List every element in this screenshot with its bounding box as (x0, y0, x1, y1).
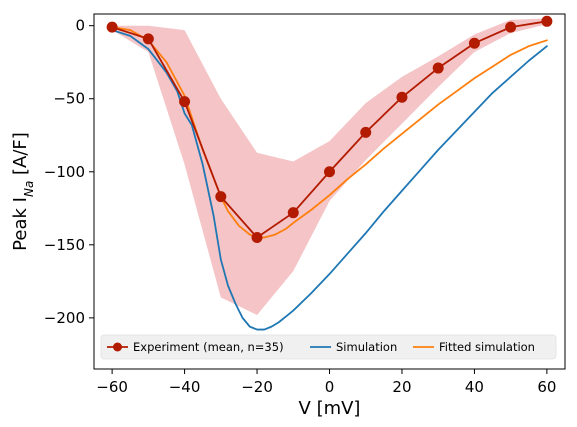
legend-marker (113, 342, 122, 352)
legend-label: Fitted simulation (439, 340, 535, 354)
legend-label: Experiment (mean, n=35) (133, 340, 284, 354)
y-tick-label: −50 (53, 90, 85, 108)
x-tick-label: 0 (325, 378, 335, 396)
data-point (106, 21, 118, 33)
legend-entry-experiment-mean-n-35: Experiment (mean, n=35) (107, 340, 284, 354)
y-tick-label: 0 (75, 17, 85, 35)
data-point (468, 37, 480, 49)
y-axis-label-unit: [A/F] (10, 132, 31, 181)
legend-entry-simulation: Simulation (310, 340, 397, 354)
x-tick-label: −60 (96, 378, 128, 396)
data-point (142, 33, 154, 45)
y-tick-label: −150 (44, 236, 85, 254)
legend-label: Simulation (336, 340, 397, 354)
data-point (432, 62, 444, 74)
y-tick-label: −100 (44, 163, 85, 181)
x-axis-label: V [mV] (299, 398, 361, 419)
series-line (111, 29, 548, 331)
data-point (215, 191, 227, 203)
y-axis-label: Peak INa [A/F] (10, 132, 36, 251)
x-tick-label: 40 (465, 378, 484, 396)
data-point (179, 96, 191, 108)
x-tick-label: −20 (241, 378, 273, 396)
data-point (541, 15, 553, 27)
data-point (396, 91, 408, 103)
series-layer (106, 15, 553, 331)
x-tick-label: 20 (392, 378, 411, 396)
legend-entry-fitted-simulation: Fitted simulation (413, 340, 535, 354)
x-tick-label: 60 (537, 378, 556, 396)
series-experiment-mean-n-35 (106, 15, 553, 244)
data-point (324, 166, 335, 178)
series-simulation (111, 29, 548, 331)
data-point (505, 21, 517, 33)
data-point (360, 126, 372, 138)
y-axis-label-main: Peak I (10, 197, 31, 251)
y-tick-label: −200 (44, 309, 85, 327)
data-point (287, 207, 299, 219)
x-tick-label: −40 (169, 378, 201, 396)
legend: Experiment (mean, n=35) Simulation Fitted … (100, 334, 557, 360)
y-axis-label-subscript: Na (22, 181, 36, 197)
data-point (251, 232, 263, 244)
